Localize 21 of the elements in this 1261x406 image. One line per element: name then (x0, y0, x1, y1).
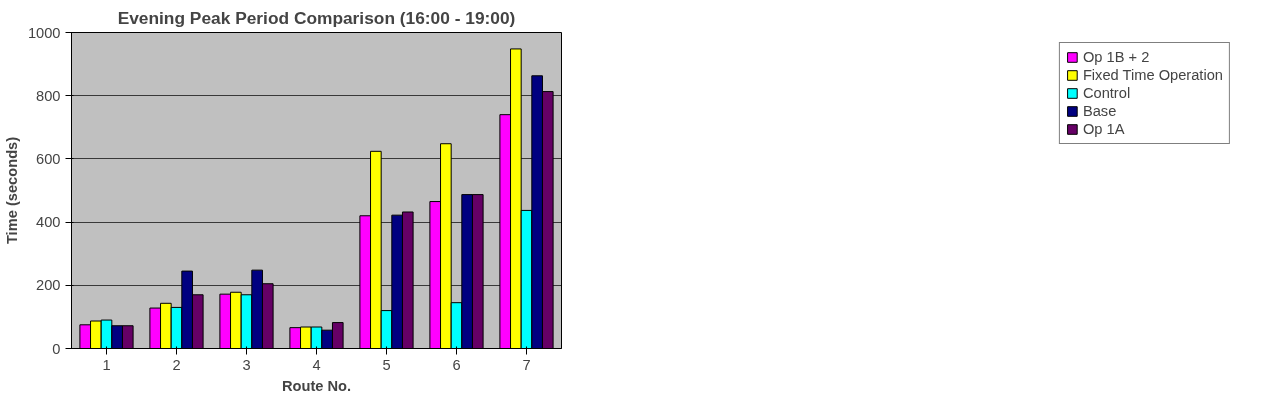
x-tick-label: 3 (242, 356, 251, 373)
x-tick-label: 1 (102, 356, 111, 373)
y-tick-label: 200 (36, 277, 61, 294)
y-tick-label: 0 (52, 340, 61, 357)
y-tick-label: 400 (36, 214, 61, 231)
y-tick-label: 1000 (27, 24, 61, 41)
y-tick-label: 800 (36, 87, 61, 104)
x-tick-label: 7 (522, 356, 531, 373)
x-tick-label: 5 (382, 356, 391, 373)
legend-label: Op 1A (1082, 121, 1125, 137)
legend-label: Control (1082, 85, 1131, 101)
y-axis-title: Time (seconds) (3, 136, 20, 245)
x-axis-title: Route No. (281, 377, 352, 394)
legend-label: Op 1B + 2 (1082, 49, 1150, 65)
legend-label: Fixed Time Operation (1082, 67, 1223, 83)
chart-title: Evening Peak Period Comparison (16:00 - 19:00) (117, 7, 516, 28)
y-tick-label: 600 (36, 150, 61, 167)
x-tick-label: 2 (172, 356, 181, 373)
x-tick-label: 4 (312, 356, 321, 373)
legend-label: Base (1082, 103, 1117, 119)
x-tick-label: 6 (452, 356, 461, 373)
